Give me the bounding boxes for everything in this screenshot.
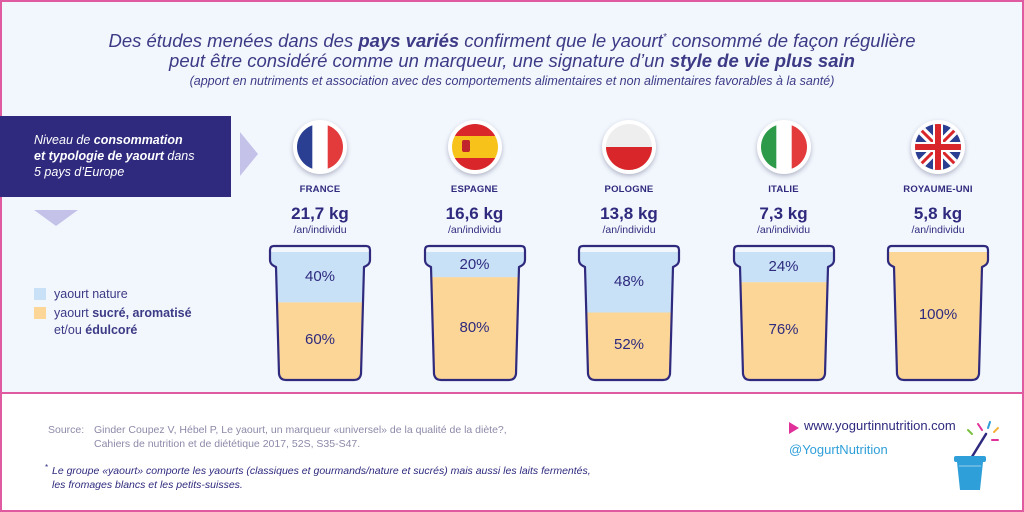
bar-segment-plain (424, 252, 525, 278)
country-name: ITALIE (768, 184, 799, 195)
source-citation-line-2: Cahiers de nutrition et de diététique 20… (94, 438, 361, 450)
footnote-marker: * (45, 463, 49, 472)
legend-swatch-sweet (34, 307, 46, 319)
flag-badge (911, 120, 965, 174)
poland-flag-icon (606, 124, 652, 170)
data-label-plain: 20% (459, 255, 490, 273)
cup-outline (423, 244, 526, 382)
cup-outline (886, 244, 990, 382)
flag-badge (293, 120, 347, 174)
footnote-line-2: les fromages blancs et les petits-suisse… (52, 479, 243, 491)
flag-badge (447, 120, 502, 174)
data-label-plain: 40% (304, 268, 336, 286)
source-label: Source: (48, 424, 85, 436)
bar-segment-sweet (888, 252, 988, 380)
country-columns: FRANCE 21,7 kg/an/individu 40% 60% ESPAGNE 16… (268, 120, 990, 382)
data-label-plain: 48% (613, 273, 645, 291)
yogurt-cup-bar (577, 244, 681, 382)
chart-title-box: Niveau de consommation et typologie de y… (0, 116, 231, 197)
yogurt-cup-bar (732, 244, 835, 382)
source-citation-line-1: Ginder Coupez V, Hébel P, Le yaourt, un … (94, 424, 507, 436)
legend-label-plain: yaourt nature (54, 287, 128, 301)
headline-line-1: Des études menées dans des pays variés c… (108, 30, 916, 52)
bar-segment-sweet (579, 312, 679, 380)
website-link[interactable]: www.yogurtinnutrition.com (804, 418, 956, 433)
spain-flag-icon (451, 124, 498, 170)
section-divider (2, 392, 1022, 394)
yogurt-cup-logo-icon (954, 421, 999, 490)
bar-segment-plain (579, 252, 679, 313)
cup-outline (577, 244, 681, 382)
twitter-handle-link[interactable]: @YogurtNutrition (789, 442, 888, 457)
headline-line-2: peut être considéré comme un marqueur, u… (169, 50, 855, 71)
country-name: ROYAUME-UNI (903, 184, 973, 195)
legend-label-sweet: yaourt sucré, aromatisé et/ou édulcoré (54, 306, 192, 337)
bar-segment-plain (733, 252, 834, 283)
data-label-sweet: 60% (304, 331, 336, 349)
yogurt-cup-bar (423, 244, 526, 382)
consumption-value: 5,8 kg (913, 204, 963, 223)
down-arrow-icon (34, 210, 78, 226)
bar-segment-sweet (424, 277, 525, 380)
data-label-plain: 24% (768, 258, 799, 276)
france-flag-icon (297, 124, 343, 170)
yogurt-cup-bar (268, 244, 372, 382)
flag-badge (756, 120, 811, 174)
bar-segment-sweet (270, 302, 370, 380)
subheadline: (apport en nutriments et association ave… (189, 74, 835, 88)
data-label-sweet: 52% (613, 336, 645, 354)
consumption-value: 21,7 kg (291, 204, 349, 223)
country-name: ESPAGNE (450, 184, 499, 195)
italy-flag-icon (760, 124, 807, 170)
data-label-sweet: 76% (768, 321, 799, 339)
consumption-unit: /an/individu (756, 224, 811, 236)
flag-badge (602, 120, 656, 174)
bar-segment-sweet (733, 282, 834, 380)
cup-outline (268, 244, 372, 382)
right-arrow-icon (240, 132, 258, 176)
bar-segment-plain (270, 252, 370, 303)
consumption-unit: /an/individu (447, 224, 502, 236)
country-name: FRANCE (299, 184, 341, 195)
consumption-value: 7,3 kg (759, 204, 808, 223)
consumption-value: 13,8 kg (600, 204, 658, 223)
legend-swatch-plain (34, 288, 46, 300)
cup-outline (732, 244, 835, 382)
uk-flag-icon (915, 124, 961, 170)
consumption-unit: /an/individu (602, 224, 656, 236)
consumption-unit: /an/individu (293, 224, 347, 236)
data-label-sweet: 100% (918, 306, 958, 323)
consumption-unit: /an/individu (911, 224, 965, 236)
country-name: POLOGNE (604, 184, 654, 195)
data-label-sweet: 80% (459, 318, 490, 336)
footnote-line-1: Le groupe «yaourt» comporte les yaourts … (52, 465, 591, 477)
yogurt-cup-bar (886, 244, 990, 382)
consumption-value: 16,6 kg (445, 204, 504, 223)
play-arrow-icon (789, 422, 799, 434)
